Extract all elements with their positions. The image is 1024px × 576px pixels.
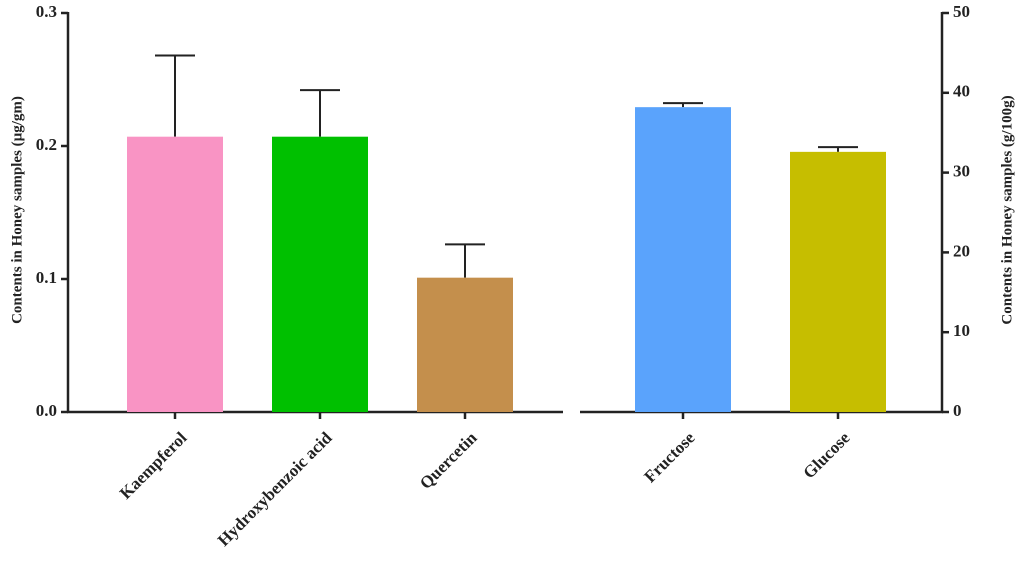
bar bbox=[272, 136, 368, 412]
y2-axis-title: Contents in Honey samples (g/100g) bbox=[999, 95, 1015, 324]
tick-label: 0 bbox=[953, 401, 962, 420]
x-tick-label: Hydroxybenzoic acid bbox=[214, 428, 336, 550]
tick-label: 40 bbox=[953, 82, 970, 101]
tick-label: 20 bbox=[953, 241, 970, 260]
x-tick-label: Glucose bbox=[799, 428, 853, 482]
tick-label: 50 bbox=[953, 2, 970, 21]
bar bbox=[127, 136, 223, 412]
tick-label: 0.2 bbox=[36, 135, 57, 154]
tick-label: 10 bbox=[953, 321, 970, 340]
bar bbox=[635, 107, 731, 412]
x-tick-label: Kaempferol bbox=[116, 428, 191, 503]
y-axis-title: Contents in Honey samples (µg/gm) bbox=[9, 96, 25, 324]
bar bbox=[417, 277, 513, 412]
tick-label: 0.0 bbox=[36, 401, 57, 420]
tick-label: 0.1 bbox=[36, 268, 57, 287]
x-tick-label: Fructose bbox=[640, 428, 698, 486]
tick-label: 0.3 bbox=[36, 2, 57, 21]
tick-label: 30 bbox=[953, 162, 970, 181]
bar bbox=[790, 151, 886, 413]
x-tick-label: Quercetin bbox=[416, 428, 481, 493]
